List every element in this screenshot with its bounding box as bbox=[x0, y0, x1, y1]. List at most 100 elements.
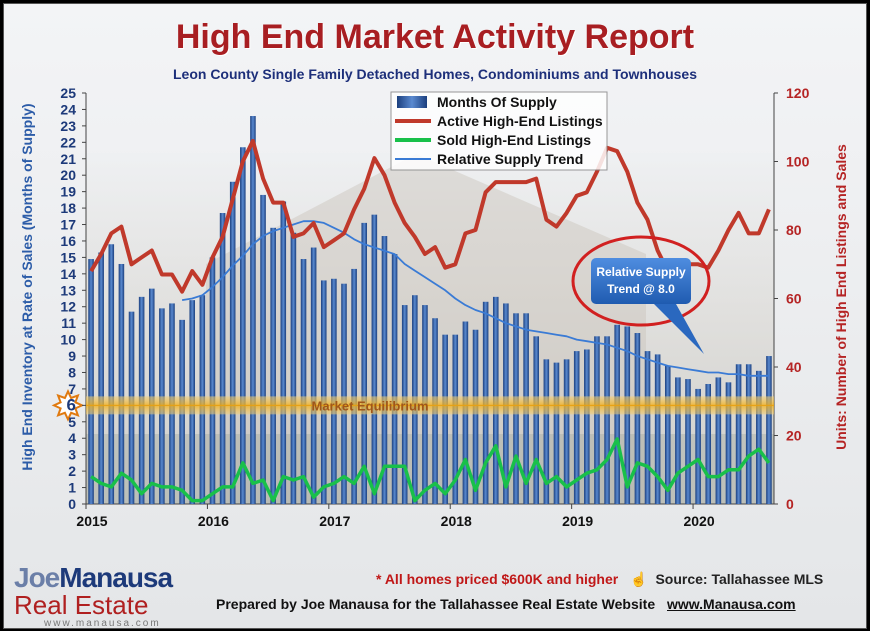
supply-bar bbox=[371, 214, 378, 504]
supply-bar bbox=[320, 280, 327, 504]
supply-bar bbox=[695, 388, 701, 504]
supply-bar bbox=[624, 326, 631, 504]
left-tick-label: 12 bbox=[60, 299, 76, 315]
left-tick-label: 1 bbox=[68, 480, 76, 496]
supply-bar bbox=[260, 194, 266, 504]
active-listings-line bbox=[89, 138, 771, 294]
left-tick-label: 13 bbox=[60, 282, 76, 298]
supply-bar bbox=[584, 349, 590, 504]
pointer-icon: ☝ bbox=[630, 571, 648, 587]
supply-bar bbox=[361, 222, 368, 504]
supply-bar bbox=[88, 259, 94, 504]
logo-text-joe: Joe bbox=[14, 562, 60, 593]
legend-swatch-bar bbox=[397, 96, 427, 108]
left-tick-label: 20 bbox=[60, 167, 76, 183]
website-link[interactable]: www.Manausa.com bbox=[667, 596, 796, 612]
supply-bar bbox=[381, 236, 388, 504]
callout-ring bbox=[571, 235, 711, 327]
chart-title: High End Market Activity Report bbox=[175, 18, 695, 56]
callout-pointer bbox=[654, 304, 704, 354]
legend-label: Sold High-End Listings bbox=[437, 132, 591, 148]
left-tick-label: 8 bbox=[68, 364, 76, 380]
left-tick-label: 17 bbox=[60, 217, 76, 233]
left-tick-label: 10 bbox=[60, 332, 76, 348]
sold-listings-line bbox=[90, 437, 771, 503]
left-tick-label: 19 bbox=[60, 184, 76, 200]
supply-bar bbox=[725, 382, 732, 504]
supply-bar bbox=[533, 336, 540, 504]
left-tick-label: 3 bbox=[68, 447, 76, 463]
supply-bar bbox=[108, 244, 115, 504]
supply-bar bbox=[766, 356, 772, 504]
supply-bar bbox=[229, 181, 236, 504]
left-tick-label: 4 bbox=[68, 430, 76, 446]
left-tick-label: 24 bbox=[60, 101, 76, 117]
supply-bar bbox=[331, 278, 337, 504]
chart-canvas: 0123456789101112131415161718192021222324… bbox=[51, 85, 810, 529]
left-tick-label: 11 bbox=[61, 315, 76, 331]
left-axis-label: High End Inventory at Rate of Sales (Mon… bbox=[19, 103, 35, 471]
supply-bar bbox=[118, 263, 125, 504]
logo-text-real-estate: Real Estate bbox=[14, 590, 149, 620]
supply-bar bbox=[614, 324, 620, 504]
left-tick-label: 25 bbox=[60, 85, 76, 101]
supply-bar bbox=[654, 354, 661, 504]
callout-text: Relative Supply bbox=[596, 265, 686, 279]
left-tick-label: 21 bbox=[60, 151, 76, 167]
left-tick-label: 22 bbox=[60, 134, 76, 150]
x-tick-label: 2016 bbox=[198, 513, 229, 529]
footer-note-line: * All homes priced $600K and higher ☝ So… bbox=[376, 571, 823, 588]
left-tick-label: 14 bbox=[60, 266, 76, 282]
supply-bar bbox=[219, 213, 226, 504]
supply-bar bbox=[351, 268, 357, 504]
footer-prepared-line: Prepared by Joe Manausa for the Tallahas… bbox=[216, 596, 796, 612]
right-axis-label: Units: Number of High End Listings and S… bbox=[833, 144, 849, 450]
x-tick-label: 2015 bbox=[76, 513, 107, 529]
supply-bar bbox=[472, 329, 479, 504]
callout-box bbox=[591, 258, 691, 304]
right-tick-label: 20 bbox=[786, 428, 802, 444]
legend-label: Months Of Supply bbox=[437, 94, 557, 110]
left-tick-label: 18 bbox=[60, 200, 76, 216]
supply-bar bbox=[442, 334, 448, 504]
equilibrium-starburst-icon bbox=[51, 389, 85, 422]
supply-bar bbox=[563, 359, 570, 504]
chart-frame: 0 1 2 3 4 5 6 7 8 9 10 11 12 13 14 15 16 17 18 19 20 21 22 23 24… bbox=[3, 3, 867, 629]
left-tick-label: 5 bbox=[68, 414, 76, 430]
supply-bar bbox=[240, 147, 246, 504]
supply-bar bbox=[290, 232, 297, 505]
equilibrium-label: Market Equilibrium bbox=[311, 398, 428, 413]
left-tick-label: 0 bbox=[68, 496, 76, 512]
supply-bar bbox=[634, 333, 641, 504]
prepared-note: Prepared by Joe Manausa for the Tallahas… bbox=[216, 596, 656, 612]
supply-bar bbox=[148, 288, 155, 504]
supply-bar bbox=[391, 254, 398, 504]
relative-supply-trend-line bbox=[181, 220, 769, 377]
right-tick-label: 80 bbox=[786, 222, 802, 238]
supply-bar bbox=[573, 351, 580, 504]
left-tick-label: 23 bbox=[60, 118, 76, 134]
right-tick-label: 100 bbox=[786, 154, 810, 170]
supply-bar bbox=[745, 364, 752, 504]
callout-text: Trend @ 8.0 bbox=[607, 282, 675, 296]
supply-bar bbox=[452, 334, 459, 504]
supply-bar bbox=[280, 201, 287, 504]
x-tick-label: 2019 bbox=[562, 513, 593, 529]
supply-bar bbox=[341, 283, 347, 504]
supply-bar bbox=[705, 383, 712, 504]
right-tick-label: 0 bbox=[786, 496, 794, 512]
logo-text-url: www.manausa.com bbox=[44, 618, 161, 629]
supply-bar bbox=[310, 247, 317, 505]
supply-bar bbox=[300, 259, 307, 504]
source-note: Source: Tallahassee MLS bbox=[655, 571, 824, 587]
lawn-band bbox=[86, 434, 774, 504]
left-tick-label: 16 bbox=[60, 233, 76, 249]
left-tick-label: 2 bbox=[68, 463, 76, 479]
left-tick-label: 6 bbox=[67, 395, 76, 414]
x-tick-label: 2018 bbox=[441, 513, 472, 529]
supply-bar bbox=[594, 336, 600, 504]
supply-bar bbox=[664, 365, 671, 504]
legend-label: Relative Supply Trend bbox=[437, 151, 583, 167]
left-tick-label: 9 bbox=[68, 348, 76, 364]
supply-bar bbox=[209, 257, 216, 504]
